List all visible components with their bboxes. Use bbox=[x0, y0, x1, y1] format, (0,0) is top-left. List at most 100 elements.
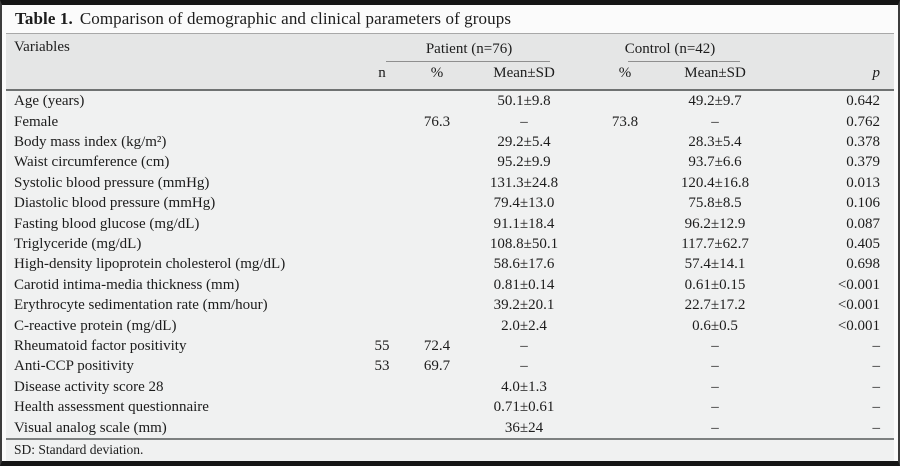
table-title-text: Comparison of demographic and clinical p… bbox=[79, 9, 512, 29]
control-mean-cell: 96.2±12.9 bbox=[684, 215, 746, 232]
patient-n-cell bbox=[358, 254, 406, 274]
table-footnote: SD: Standard deviation. bbox=[6, 438, 894, 461]
patient-mean-cell: – bbox=[520, 113, 528, 130]
patient-pct-cell bbox=[406, 89, 468, 112]
patient-n-cell bbox=[358, 316, 406, 336]
variable-cell: Erythrocyte sedimentation rate (mm/hour) bbox=[14, 297, 268, 314]
patient-pct-cell: 69.7 bbox=[423, 358, 451, 375]
variable-cell: Rheumatoid factor positivity bbox=[14, 337, 187, 354]
patient-mean-cell: 79.4±13.0 bbox=[493, 195, 555, 212]
patient-pct-cell bbox=[406, 377, 468, 397]
p-value-cell: 0.405 bbox=[846, 235, 881, 252]
p-value-cell: <0.001 bbox=[837, 317, 881, 334]
table-row: Systolic blood pressure (mmHg) 131.3±24.… bbox=[6, 173, 894, 193]
variable-cell: Triglyceride (mg/dL) bbox=[14, 235, 142, 252]
patient-mean-cell: 108.8±50.1 bbox=[489, 235, 559, 252]
p-value-cell: – bbox=[872, 337, 881, 354]
p-value-cell: 0.106 bbox=[846, 195, 881, 212]
table-row: C-reactive protein (mg/dL) 2.0±2.4 0.6±0… bbox=[6, 316, 894, 336]
patient-pct-cell: 76.3 bbox=[423, 113, 451, 130]
patient-n-cell bbox=[358, 152, 406, 172]
control-mean-cell: – bbox=[711, 113, 719, 130]
table-number-label: Table 1. bbox=[15, 9, 73, 29]
control-pct-cell bbox=[580, 254, 670, 274]
patient-pct-cell bbox=[406, 295, 468, 315]
patient-n-cell bbox=[358, 132, 406, 152]
patient-pct-cell bbox=[406, 214, 468, 234]
control-mean-cell: 28.3±5.4 bbox=[688, 133, 742, 150]
control-mean-cell: 0.6±0.5 bbox=[692, 317, 738, 334]
patient-n-cell bbox=[358, 193, 406, 213]
patient-mean-cell: 0.71±0.61 bbox=[493, 399, 555, 416]
patient-group-rule bbox=[386, 61, 551, 63]
table-body: Age (years) 50.1±9.8 49.2±9.7 0.642 Fema… bbox=[6, 89, 895, 438]
variable-cell: C-reactive protein (mg/dL) bbox=[14, 317, 177, 334]
patient-mean-cell: – bbox=[520, 358, 528, 375]
patient-pct-cell bbox=[406, 275, 468, 295]
patient-pct-header: % bbox=[430, 65, 444, 82]
patient-n-cell bbox=[358, 173, 406, 193]
table-row: Erythrocyte sedimentation rate (mm/hour)… bbox=[6, 295, 894, 315]
variable-cell: Fasting blood glucose (mg/dL) bbox=[14, 215, 200, 232]
p-value-cell: 0.698 bbox=[846, 256, 881, 273]
control-pct-cell bbox=[580, 234, 670, 254]
control-pct-header: % bbox=[618, 65, 632, 82]
control-pct-cell bbox=[580, 173, 670, 193]
control-mean-cell: – bbox=[711, 399, 719, 416]
patient-pct-cell bbox=[406, 173, 468, 193]
patient-mean-cell: 2.0±2.4 bbox=[501, 317, 547, 334]
patient-n-cell bbox=[358, 275, 406, 295]
table-row: Age (years) 50.1±9.8 49.2±9.7 0.642 bbox=[6, 89, 895, 112]
patient-pct-cell bbox=[406, 418, 468, 438]
p-value-cell: 0.378 bbox=[846, 133, 881, 150]
patient-mean-cell: 58.6±17.6 bbox=[493, 256, 555, 273]
p-value-cell: 0.642 bbox=[760, 89, 895, 112]
table-row: Carotid intima-media thickness (mm) 0.81… bbox=[6, 275, 894, 295]
control-mean-cell: – bbox=[711, 337, 719, 354]
comparison-table: Variables Patient (n=76) Control (n=42) … bbox=[6, 33, 895, 438]
variable-cell: Health assessment questionnaire bbox=[14, 399, 209, 416]
control-pct-cell bbox=[580, 152, 670, 172]
patient-pct-cell bbox=[406, 234, 468, 254]
control-pct-cell bbox=[580, 356, 670, 376]
control-mean-cell: – bbox=[711, 419, 719, 436]
p-column-header: p bbox=[760, 33, 895, 91]
patient-mean-cell: 95.2±9.9 bbox=[497, 154, 551, 171]
variable-cell: Disease activity score 28 bbox=[14, 378, 164, 395]
control-mean-cell: 22.7±17.2 bbox=[684, 297, 746, 314]
variable-cell: Anti-CCP positivity bbox=[14, 358, 134, 375]
control-mean-cell: 0.61±0.15 bbox=[684, 276, 746, 293]
control-pct-cell bbox=[580, 397, 670, 417]
patient-mean-header: Mean±SD bbox=[493, 65, 555, 82]
patient-pct-cell bbox=[406, 152, 468, 172]
patient-pct-cell bbox=[406, 132, 468, 152]
p-value-cell: – bbox=[872, 358, 881, 375]
patient-n-cell bbox=[358, 89, 406, 112]
patient-mean-cell: 50.1±9.8 bbox=[468, 89, 581, 112]
patient-mean-cell: 0.81±0.14 bbox=[493, 276, 555, 293]
table-row: Triglyceride (mg/dL) 108.8±50.1 117.7±62… bbox=[6, 234, 894, 254]
patient-mean-cell: 4.0±1.3 bbox=[501, 378, 547, 395]
control-pct-cell bbox=[580, 295, 670, 315]
patient-mean-cell: 39.2±20.1 bbox=[493, 297, 555, 314]
p-value-cell: – bbox=[872, 399, 881, 416]
control-group-label: Control (n=42) bbox=[624, 41, 716, 58]
table-row: High-density lipoprotein cholesterol (mg… bbox=[6, 254, 894, 274]
variable-cell: Diastolic blood pressure (mmHg) bbox=[14, 195, 216, 212]
patient-pct-cell: 72.4 bbox=[423, 337, 451, 354]
control-mean-cell: – bbox=[711, 378, 719, 395]
table-title: Table 1. Comparison of demographic and c… bbox=[6, 5, 894, 33]
control-mean-cell: 75.8±8.5 bbox=[688, 195, 742, 212]
variable-cell: Systolic blood pressure (mmHg) bbox=[14, 174, 210, 191]
control-mean-cell: 93.7±6.6 bbox=[688, 154, 742, 171]
table-row: Diastolic blood pressure (mmHg) 79.4±13.… bbox=[6, 193, 894, 213]
control-pct-cell bbox=[580, 275, 670, 295]
patient-n-cell bbox=[358, 234, 406, 254]
patient-n-header: n bbox=[378, 65, 386, 82]
patient-n-cell bbox=[358, 214, 406, 234]
control-pct-cell bbox=[580, 418, 670, 438]
variable-cell: Waist circumference (cm) bbox=[14, 154, 170, 171]
variable-cell: High-density lipoprotein cholesterol (mg… bbox=[14, 256, 286, 273]
table-row: Health assessment questionnaire 0.71±0.6… bbox=[6, 397, 894, 417]
control-pct-cell bbox=[580, 377, 670, 397]
